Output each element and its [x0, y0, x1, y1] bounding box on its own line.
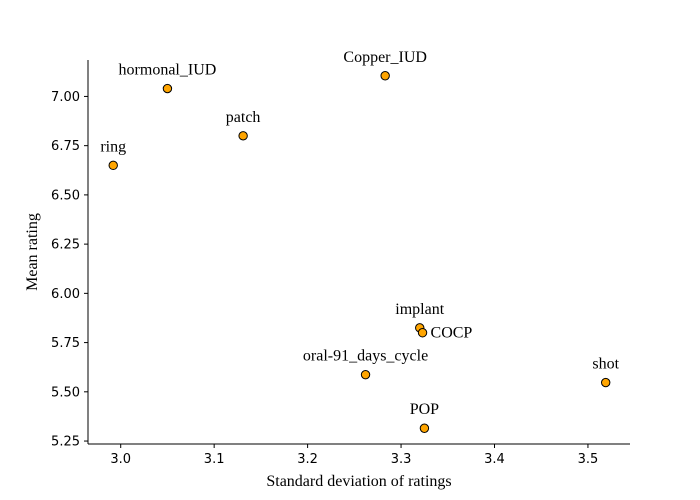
point-label: implant: [395, 301, 444, 318]
data-point-copper-iud: [380, 71, 390, 81]
data-point-hormonal-iud: [162, 83, 173, 94]
data-points: [108, 71, 611, 433]
axes: [87, 60, 630, 445]
point-label: POP: [410, 401, 439, 418]
y-axis-title: Mean rating: [24, 213, 41, 291]
x-tick-label: 3.4: [484, 452, 505, 467]
point-label: hormonal_IUD: [119, 62, 217, 79]
x-axis-title: Standard deviation of ratings: [266, 473, 451, 490]
x-ticks: 3.0 3.1 3.2 3.3 3.4 3.5: [110, 444, 598, 467]
y-tick-label: 6.00: [51, 287, 80, 302]
x-tick-label: 3.1: [204, 452, 225, 467]
point-label: ring: [100, 138, 126, 155]
data-point-cocp: [417, 328, 428, 338]
y-tick-label: 5.25: [51, 435, 80, 450]
y-tick-label: 6.75: [51, 139, 80, 154]
x-tick-label: 3.3: [391, 452, 412, 467]
y-tick-label: 7.00: [51, 90, 80, 105]
point-label: shot: [592, 356, 619, 373]
data-point-shot: [601, 377, 611, 388]
point-label: oral-91_days_cycle: [303, 348, 428, 365]
data-point-oral-91-days-cycle: [360, 369, 371, 380]
point-label: COCP: [431, 325, 473, 342]
y-ticks: 5.25 5.50 5.75 6.00 6.25 6.50 6.75 7.00: [51, 90, 88, 450]
y-tick-label: 6.50: [51, 188, 80, 203]
x-tick-label: 3.0: [110, 452, 131, 467]
data-point-patch: [238, 131, 248, 141]
data-point-ring: [108, 160, 118, 171]
y-tick-label: 5.50: [51, 385, 80, 400]
y-tick-label: 5.75: [51, 336, 80, 351]
y-tick-label: 6.25: [51, 238, 80, 253]
data-point-pop: [419, 423, 430, 433]
x-tick-label: 3.5: [578, 452, 599, 467]
x-tick-label: 3.2: [297, 452, 318, 467]
point-label: Copper_IUD: [343, 49, 427, 66]
point-label: patch: [226, 109, 261, 126]
